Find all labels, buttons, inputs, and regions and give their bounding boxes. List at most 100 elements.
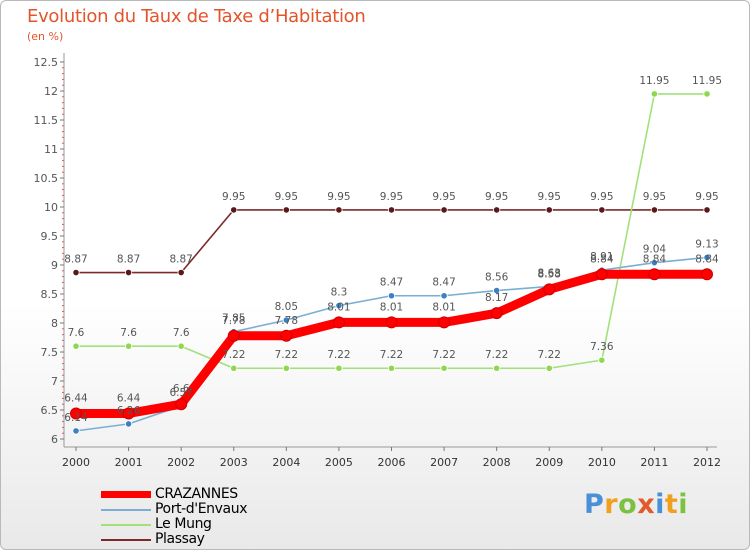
- data-point-crazannes: [649, 269, 660, 280]
- legend-swatch-plassay: [101, 539, 151, 541]
- y-tick-label: 11.5: [34, 114, 59, 127]
- data-label-crazannes: 8.84: [643, 253, 667, 265]
- legend-label-plassay: Plassay: [155, 531, 205, 547]
- data-label-crazannes: 8.17: [485, 292, 508, 304]
- x-tick-label: 2008: [483, 456, 511, 469]
- data-label-port-d-envaux: 6.14: [64, 412, 88, 424]
- data-point-le-mung: [125, 343, 131, 349]
- y-tick-label: 8.5: [41, 288, 59, 301]
- x-tick-label: 2001: [115, 456, 143, 469]
- data-label-plassay: 9.95: [222, 191, 245, 203]
- data-point-le-mung: [388, 365, 394, 371]
- y-tick-label: 7: [51, 375, 58, 388]
- data-point-plassay: [73, 269, 79, 275]
- data-label-le-mung: 7.22: [327, 349, 350, 361]
- logo-letter: P: [584, 489, 604, 520]
- legend-swatch-port-d-envaux: [101, 509, 151, 511]
- x-tick-label: 2011: [640, 456, 668, 469]
- data-label-le-mung: 7.22: [222, 349, 245, 361]
- data-label-le-mung: 7.22: [485, 349, 508, 361]
- data-point-crazannes: [596, 269, 607, 280]
- data-point-plassay: [493, 207, 499, 213]
- data-point-crazannes: [228, 330, 239, 341]
- data-label-crazannes: 7.78: [222, 315, 245, 327]
- data-point-le-mung: [336, 365, 342, 371]
- x-tick-label: 2005: [325, 456, 353, 469]
- data-label-crazannes: 6.6: [173, 383, 190, 395]
- logo-letter: r: [604, 489, 618, 520]
- data-label-port-d-envaux: 8.56: [485, 272, 509, 284]
- x-tick-label: 2000: [62, 456, 90, 469]
- legend-swatch-crazannes: [101, 491, 151, 498]
- data-point-le-mung: [493, 365, 499, 371]
- y-tick-label: 12.5: [34, 56, 59, 69]
- data-label-crazannes: 8.01: [380, 301, 403, 313]
- data-label-plassay: 9.95: [538, 191, 561, 203]
- y-tick-label: 9: [51, 259, 58, 272]
- chart-frame: Evolution du Taux de Taxe d’Habitation (…: [0, 0, 750, 550]
- data-label-crazannes: 7.78: [275, 315, 298, 327]
- data-label-plassay: 9.95: [275, 191, 298, 203]
- data-label-le-mung: 7.36: [590, 341, 614, 353]
- data-point-crazannes: [702, 269, 713, 280]
- y-tick-label: 8: [51, 317, 58, 330]
- data-label-port-d-envaux: 9.13: [695, 238, 718, 250]
- data-point-crazannes: [281, 330, 292, 341]
- data-point-port-d-envaux: [125, 421, 131, 427]
- data-point-le-mung: [599, 357, 605, 363]
- legend-label-port-d-envaux: Port-d'Envaux: [155, 501, 247, 517]
- data-label-le-mung: 11.95: [692, 75, 722, 87]
- y-tick-label: 6.5: [41, 404, 59, 417]
- y-tick-label: 10.5: [34, 172, 59, 185]
- data-label-port-d-envaux: 8.3: [331, 287, 348, 299]
- legend-label-crazannes: CRAZANNES: [155, 486, 238, 502]
- data-label-crazannes: 6.44: [64, 392, 88, 404]
- data-label-le-mung: 11.95: [639, 75, 669, 87]
- data-label-port-d-envaux: 6.26: [117, 405, 141, 417]
- data-point-crazannes: [544, 284, 555, 295]
- data-label-port-d-envaux: 8.05: [275, 301, 298, 313]
- data-label-plassay: 8.87: [117, 254, 140, 266]
- logo-letter: o: [618, 489, 637, 520]
- data-point-port-d-envaux: [441, 293, 447, 299]
- data-point-crazannes: [176, 399, 187, 410]
- data-label-plassay: 9.95: [590, 191, 613, 203]
- logo-letter: i: [655, 489, 665, 520]
- y-tick-label: 11: [44, 143, 58, 156]
- data-label-le-mung: 7.22: [432, 349, 455, 361]
- data-point-le-mung: [73, 343, 79, 349]
- data-label-crazannes: 8.58: [538, 268, 561, 280]
- data-point-plassay: [546, 207, 552, 213]
- data-point-plassay: [599, 207, 605, 213]
- data-label-plassay: 9.95: [432, 191, 455, 203]
- x-tick-label: 2007: [430, 456, 458, 469]
- plot-area: 66.577.588.599.51010.51111.51212.52000 20…: [1, 1, 749, 549]
- data-point-le-mung: [704, 91, 710, 97]
- x-tick-label: 2002: [167, 456, 195, 469]
- y-tick-label: 10: [44, 201, 58, 214]
- x-tick-label: 2012: [693, 456, 721, 469]
- y-tick-label: 9.5: [41, 230, 59, 243]
- data-point-plassay: [178, 269, 184, 275]
- data-point-le-mung: [441, 365, 447, 371]
- data-label-plassay: 9.95: [327, 191, 350, 203]
- data-point-plassay: [336, 207, 342, 213]
- data-point-plassay: [125, 269, 131, 275]
- x-tick-label: 2009: [535, 456, 563, 469]
- data-label-plassay: 8.87: [64, 254, 87, 266]
- data-label-crazannes: 6.44: [117, 392, 141, 404]
- data-point-le-mung: [178, 343, 184, 349]
- data-label-le-mung: 7.6: [173, 327, 190, 339]
- data-point-port-d-envaux: [73, 428, 79, 434]
- data-point-plassay: [651, 207, 657, 213]
- data-point-plassay: [231, 207, 237, 213]
- data-label-crazannes: 8.01: [432, 301, 455, 313]
- y-tick-label: 7.5: [41, 346, 59, 359]
- logo-letter: t: [665, 489, 678, 520]
- x-tick-label: 2004: [272, 456, 300, 469]
- y-tick-label: 12: [44, 85, 58, 98]
- data-point-crazannes: [439, 317, 450, 328]
- data-label-le-mung: 7.6: [68, 327, 85, 339]
- x-tick-label: 2003: [220, 456, 248, 469]
- data-label-port-d-envaux: 8.47: [380, 277, 403, 289]
